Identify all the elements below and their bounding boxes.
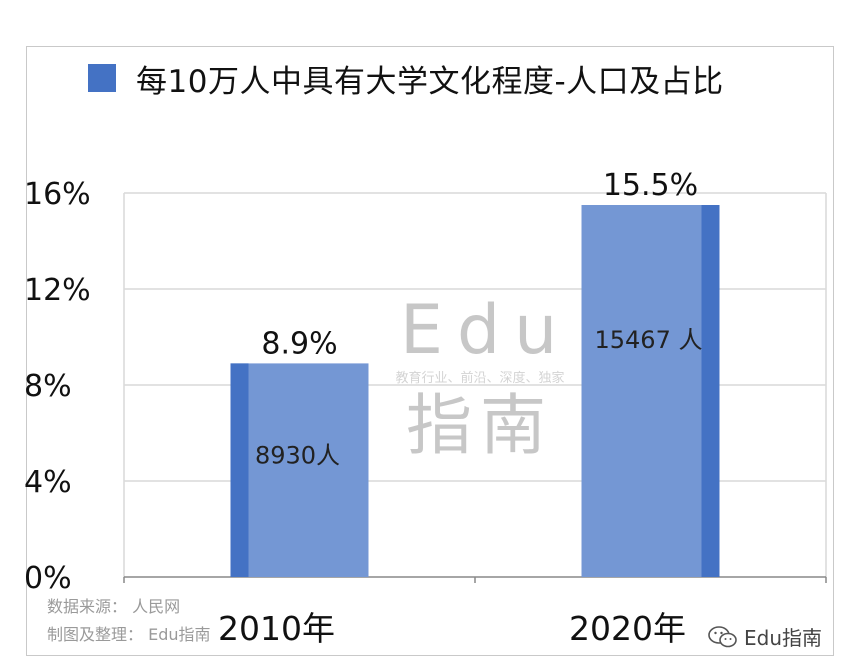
watermark-tagline: 教育行业、前沿、深度、独家 [395, 371, 565, 386]
legend-swatch [88, 64, 116, 92]
y-tick-label: 8% [24, 369, 72, 404]
y-tick-label: 0% [24, 561, 72, 596]
x-category-label: 2020年 [569, 609, 686, 648]
y-tick-label: 12% [24, 273, 91, 308]
bar [230, 363, 369, 577]
y-tick-label: 4% [24, 465, 72, 500]
bar-edge [230, 363, 249, 577]
value-label: 8.9% [261, 326, 337, 361]
bar-inner-label: 15467 人 [595, 326, 703, 354]
bar [581, 205, 720, 577]
watermark-cn: 指南 [406, 387, 554, 464]
watermark-main: Edu [400, 291, 572, 370]
legend-label: 每10万人中具有大学文化程度-人口及占比 [136, 63, 724, 100]
watermark: Edu 教育行业、前沿、深度、独家 指南 [395, 291, 572, 466]
source-line-2: 制图及整理： Edu指南 [47, 625, 211, 644]
bar-edge [701, 205, 720, 577]
value-label: 15.5% [603, 168, 698, 203]
y-tick-label: 16% [24, 177, 91, 212]
wechat-icon [708, 625, 737, 647]
brand: Edu指南 [708, 622, 822, 651]
chart-frame [26, 46, 834, 656]
brand-label: Edu指南 [744, 626, 823, 650]
legend: 每10万人中具有大学文化程度-人口及占比 [88, 60, 724, 100]
source-line-1: 数据来源： 人民网 [47, 597, 181, 616]
bar-inner-label: 8930人 [255, 441, 340, 469]
x-category-label: 2010年 [218, 609, 335, 648]
